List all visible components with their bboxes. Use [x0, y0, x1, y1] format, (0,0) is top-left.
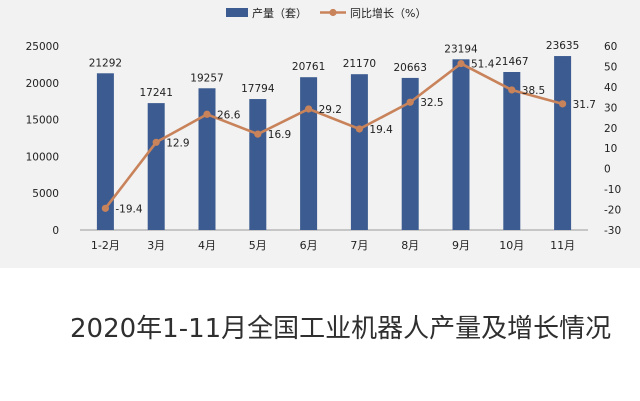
growth-point [508, 86, 516, 94]
bar [554, 56, 572, 230]
y-left-tick-label: 20000 [26, 78, 59, 90]
y-left-tick-label: 25000 [26, 41, 59, 53]
y-right-tick-label: 0 [604, 164, 611, 176]
growth-point [101, 204, 109, 212]
legend-bar-label: 产量（套） [252, 6, 307, 20]
growth-point [559, 100, 567, 108]
y-right-tick-label: -10 [604, 184, 621, 196]
bar [198, 88, 216, 230]
x-tick-label: 1-2月 [91, 239, 120, 252]
bar [503, 72, 521, 231]
growth-point [355, 125, 363, 133]
y-right-tick-label: -30 [604, 225, 621, 237]
y-left-tick-label: 5000 [32, 188, 59, 200]
legend-line-marker [329, 8, 337, 17]
line-data-label: -19.4 [115, 203, 142, 215]
bar-data-label: 20761 [292, 61, 325, 73]
x-tick-label: 10月 [499, 239, 524, 252]
y-right-tick-label: 50 [604, 61, 617, 73]
x-tick-label: 5月 [249, 239, 267, 252]
x-tick-label: 4月 [198, 239, 216, 252]
line-data-label: 16.9 [268, 129, 291, 141]
y-right-tick-label: 10 [604, 143, 617, 155]
growth-point [457, 59, 465, 68]
x-tick-label: 3月 [147, 239, 165, 252]
x-tick-label: 9月 [452, 239, 470, 252]
bar [350, 74, 368, 230]
bar [147, 103, 165, 230]
y-left-tick-label: 10000 [26, 151, 59, 163]
line-data-label: 51.4 [471, 59, 495, 71]
growth-point [203, 110, 211, 118]
chart-area: 0 5000 10000 15000 20000 25000 -30 -20 -10 0 10 20 3… [0, 0, 640, 268]
y-right-tick-label: -20 [604, 205, 621, 217]
bar [300, 77, 318, 231]
y-right-tick-label: 20 [604, 123, 617, 135]
line-data-label: 12.9 [166, 137, 189, 149]
growth-point [152, 138, 160, 146]
bar-data-label: 23194 [444, 43, 478, 55]
x-tick-label: 6月 [300, 239, 318, 252]
combo-chart: 0 5000 10000 15000 20000 25000 -30 -20 -10 0 10 20 3… [26, 6, 622, 252]
line-data-label: 32.5 [420, 97, 443, 109]
growth-point [305, 105, 313, 113]
bar [96, 73, 114, 230]
line-data-label: 29.2 [319, 104, 342, 116]
bar-data-label: 21170 [343, 58, 376, 70]
legend-bar-swatch [226, 8, 248, 17]
line-data-label: 38.5 [522, 85, 545, 97]
bar-data-label: 21467 [495, 56, 528, 68]
x-tick-label: 11月 [550, 239, 575, 252]
y-left-tick-label: 15000 [26, 115, 59, 127]
x-tick-label: 7月 [350, 239, 368, 252]
bar-data-label: 17794 [241, 83, 275, 95]
bar [249, 99, 267, 230]
line-data-label: 19.4 [369, 124, 393, 136]
line-data-label: 31.7 [573, 99, 596, 111]
line-data-label: 26.6 [217, 109, 241, 121]
y-right-tick-label: 40 [604, 82, 617, 94]
bar-data-label: 23635 [546, 40, 579, 52]
bar-data-label: 20663 [393, 62, 426, 74]
bar-data-label: 19257 [190, 72, 223, 84]
bar [401, 77, 419, 230]
bar-data-label: 21292 [89, 57, 122, 69]
growth-line [104, 62, 563, 210]
x-tick-label: 8月 [401, 239, 419, 252]
y-right-tick-label: 60 [604, 41, 617, 53]
growth-point [254, 130, 262, 138]
growth-point [406, 98, 414, 106]
bar [452, 59, 470, 230]
y-right-tick-label: 30 [604, 102, 617, 114]
legend-line-label: 同比增长（%） [350, 6, 426, 20]
y-left-tick-label: 0 [52, 225, 59, 237]
bar-data-label: 17241 [139, 87, 172, 99]
chart-caption: 2020年1-11月全国工业机器人产量及增长情况 [70, 314, 612, 344]
